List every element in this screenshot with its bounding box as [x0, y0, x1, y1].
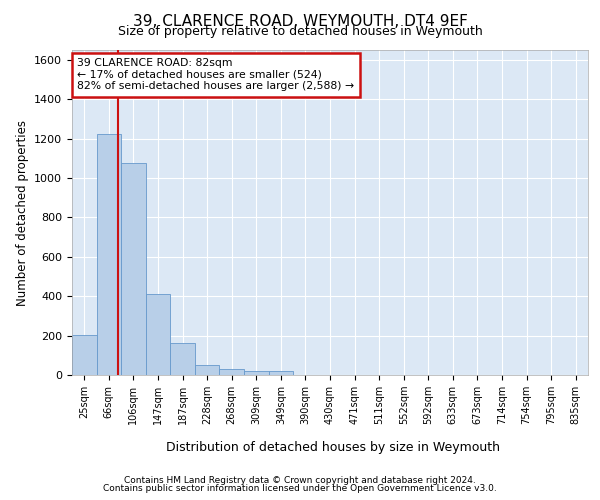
Y-axis label: Number of detached properties: Number of detached properties — [16, 120, 29, 306]
Bar — [269, 372, 293, 375]
Text: Contains public sector information licensed under the Open Government Licence v3: Contains public sector information licen… — [103, 484, 497, 493]
Bar — [72, 334, 97, 375]
Bar — [170, 344, 195, 375]
Bar — [244, 370, 269, 375]
Text: Distribution of detached houses by size in Weymouth: Distribution of detached houses by size … — [166, 441, 500, 454]
Text: Contains HM Land Registry data © Crown copyright and database right 2024.: Contains HM Land Registry data © Crown c… — [124, 476, 476, 485]
Bar — [146, 294, 170, 375]
Text: 39 CLARENCE ROAD: 82sqm
← 17% of detached houses are smaller (524)
82% of semi-d: 39 CLARENCE ROAD: 82sqm ← 17% of detache… — [77, 58, 354, 92]
Bar — [97, 134, 121, 375]
Bar — [220, 370, 244, 375]
Text: 39, CLARENCE ROAD, WEYMOUTH, DT4 9EF: 39, CLARENCE ROAD, WEYMOUTH, DT4 9EF — [133, 14, 467, 29]
Bar — [195, 365, 220, 375]
Bar — [121, 164, 146, 375]
Text: Size of property relative to detached houses in Weymouth: Size of property relative to detached ho… — [118, 25, 482, 38]
